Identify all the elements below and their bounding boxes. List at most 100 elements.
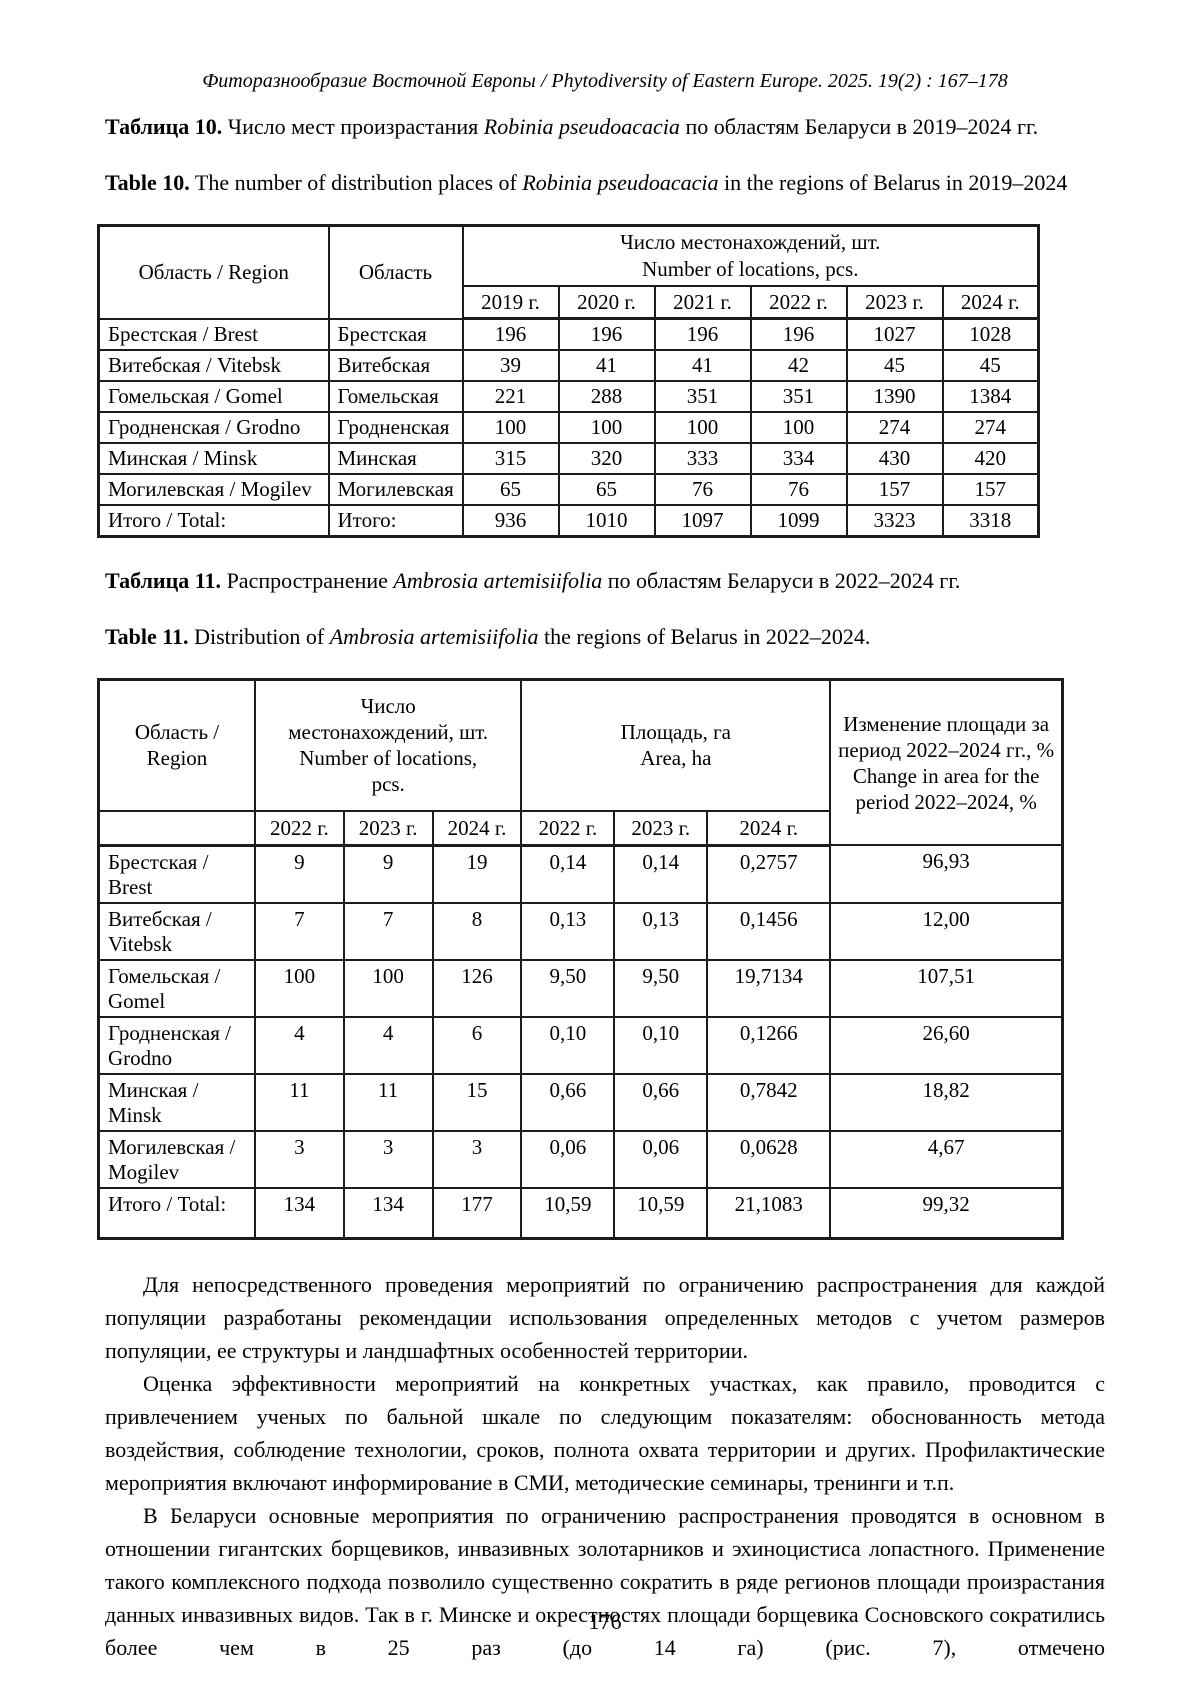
table11-empty-subheader-cell — [97, 809, 256, 847]
value-cell: 0,1456 — [706, 901, 832, 961]
table10-header-locations-group: Число местонахождений, шт. Number of loc… — [461, 224, 1040, 287]
value-cell: 420 — [941, 442, 1040, 475]
region-cell: Витебская / Vitebsk — [97, 901, 256, 961]
value-cell: 0,7842 — [706, 1072, 832, 1132]
value-cell: 76 — [653, 473, 752, 506]
value-cell: 134 — [253, 1186, 345, 1240]
value-cell: 351 — [749, 380, 848, 413]
table11-years-row: 2022 г. 2023 г. 2024 г. 2022 г. 2023 г. 2024 … — [97, 809, 1063, 847]
region-cell: Гродненская / Grodno — [97, 1015, 256, 1075]
value-cell: 0,13 — [520, 901, 616, 961]
value-cell: 333 — [653, 442, 752, 475]
year-header-cell: 2022 г. — [253, 809, 345, 847]
value-cell: 0,0628 — [706, 1129, 832, 1189]
value-cell: 65 — [557, 473, 656, 506]
region-cell: Брестская / Brest — [97, 844, 256, 904]
value-cell: 42 — [749, 349, 848, 382]
table10: Область / Region Область Число местонахо… — [97, 224, 1041, 538]
value-cell: 288 — [557, 380, 656, 413]
value-cell: 45 — [941, 349, 1040, 382]
value-cell: 1027 — [845, 317, 944, 351]
value-cell: 3318 — [941, 504, 1040, 538]
year-header-cell: 2021 г. — [653, 285, 752, 320]
table10-caption-en-tail: in the regions of Belarus in 2019–2024 — [718, 170, 1068, 195]
value-cell: 1028 — [941, 317, 1040, 351]
table11-caption-en-text: Distribution of — [188, 624, 330, 649]
value-cell: 3 — [431, 1129, 523, 1189]
oblast-cell: Гродненская — [327, 411, 464, 444]
value-cell: 0,2757 — [706, 844, 832, 904]
value-cell: 100 — [342, 958, 434, 1018]
table10-caption-ru-tail: по областям Беларуси в 2019–2024 гг. — [679, 114, 1039, 139]
value-cell: 107,51 — [829, 958, 1064, 1018]
value-cell: 41 — [653, 349, 752, 382]
value-cell: 0,14 — [613, 844, 709, 904]
value-cell: 3323 — [845, 504, 944, 538]
year-header-cell: 2024 г. — [706, 809, 832, 847]
body-paragraph-3: В Беларуси основные мероприятия по огран… — [105, 1503, 1105, 1660]
value-cell: 0,10 — [520, 1015, 616, 1075]
table-row: Итого / Total: Итого: 936 1010 1097 1099 3323 3… — [97, 504, 1040, 538]
value-cell: 3 — [253, 1129, 345, 1189]
table-row: Брестская / Brest 9 9 19 0,14 0,14 0,2757 96,93 — [97, 844, 1064, 904]
value-cell: 100 — [557, 411, 656, 444]
table10-years-row: 2019 г. 2020 г. 2021 г. 2022 г. 2023 г. 2024 … — [99, 285, 1040, 320]
region-cell: Гомельская / Gomel — [97, 958, 256, 1018]
page-number: 176 — [588, 1609, 622, 1634]
value-cell: 10,59 — [520, 1186, 616, 1240]
table11-locations-en: Number of locations, pcs. — [299, 746, 478, 797]
table-row: Витебская / Vitebsk Витебская 39 41 41 42 45 45 — [97, 349, 1040, 382]
value-cell: 126 — [431, 958, 523, 1018]
table-row: Могилевская / Mogilev Могилевская 65 65 76 76… — [97, 473, 1040, 506]
value-cell: 0,06 — [520, 1129, 616, 1189]
species-name-italic: Ambrosia artemisiifolia — [329, 624, 539, 649]
value-cell: 177 — [431, 1186, 523, 1240]
value-cell: 0,66 — [520, 1072, 616, 1132]
value-cell: 351 — [653, 380, 752, 413]
table-row: Брестская / Brest Брестская 196 196 196 196 10… — [97, 317, 1040, 351]
table10-caption-ru: Таблица 10. Число мест произрастания Rob… — [105, 112, 1105, 142]
table11-locations-ru: Число местонахождений, шт. — [288, 694, 489, 745]
table-row: Минская / Minsk 11 11 15 0,66 0,66 0,7842 18,82 — [97, 1072, 1064, 1132]
region-cell: Минская / Minsk — [97, 1072, 256, 1132]
table10-body: Брестская / Brest Брестская 196 196 196 196 10… — [97, 317, 1040, 538]
body-paragraph-2: Оценка эффективности мероприятий на конк… — [105, 1371, 1105, 1495]
table11-body: Брестская / Brest 9 9 19 0,14 0,14 0,2757 96,93… — [97, 844, 1064, 1240]
value-cell: 10,59 — [613, 1186, 709, 1240]
oblast-cell: Итого: — [327, 504, 464, 538]
table11-change-ru: Изменение площади за период 2022–2024 гг… — [838, 711, 1055, 762]
value-cell: 39 — [461, 349, 560, 382]
value-cell: 134 — [342, 1186, 434, 1240]
value-cell: 96,93 — [829, 844, 1064, 904]
species-name-italic: Robinia pseudoacacia — [483, 114, 680, 139]
value-cell: 100 — [749, 411, 848, 444]
value-cell: 6 — [431, 1015, 523, 1075]
value-cell: 21,1083 — [706, 1186, 832, 1240]
oblast-cell: Минская — [327, 442, 464, 475]
value-cell: 45 — [845, 349, 944, 382]
table11-caption-ru-label: Таблица 11. — [105, 568, 222, 593]
value-cell: 9,50 — [613, 958, 709, 1018]
table-row: Гомельская / Gomel 100 100 126 9,50 9,50 19,71… — [97, 958, 1064, 1018]
value-cell: 1384 — [941, 380, 1040, 413]
value-cell: 196 — [653, 317, 752, 351]
value-cell: 4 — [253, 1015, 345, 1075]
region-cell: Могилевская / Mogilev — [97, 1129, 256, 1189]
value-cell: 274 — [941, 411, 1040, 444]
year-header-cell: 2024 г. — [431, 809, 523, 847]
value-cell: 76 — [749, 473, 848, 506]
year-header-cell: 2019 г. — [461, 285, 560, 320]
year-header-cell: 2024 г. — [941, 285, 1040, 320]
value-cell: 41 — [557, 349, 656, 382]
year-header-cell: 2023 г. — [845, 285, 944, 320]
value-cell: 0,14 — [520, 844, 616, 904]
value-cell: 9,50 — [520, 958, 616, 1018]
value-cell: 0,06 — [613, 1129, 709, 1189]
value-cell: 0,1266 — [706, 1015, 832, 1075]
value-cell: 936 — [461, 504, 560, 538]
oblast-cell: Гомельская — [327, 380, 464, 413]
value-cell: 1097 — [653, 504, 752, 538]
value-cell: 196 — [749, 317, 848, 351]
table11-caption-ru-tail: по областям Беларуси в 2022–2024 гг. — [602, 568, 961, 593]
value-cell: 196 — [557, 317, 656, 351]
